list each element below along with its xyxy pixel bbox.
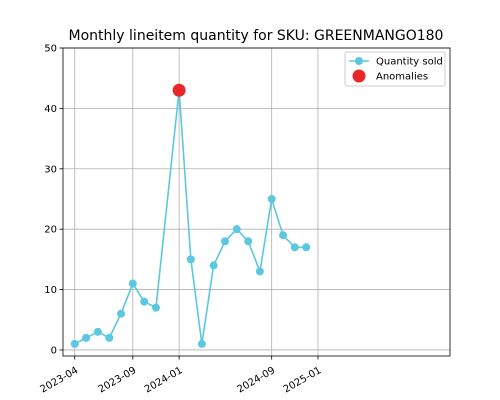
legend-box (344, 51, 446, 87)
data-point (70, 339, 79, 348)
y-tick-label: 20 (44, 225, 57, 236)
data-point (117, 309, 126, 318)
data-point (105, 333, 114, 342)
x-tick-label: 2023-04 (39, 365, 81, 395)
data-point (140, 297, 149, 306)
data-point (255, 267, 264, 276)
data-point (93, 327, 102, 336)
data-point (267, 194, 276, 203)
x-tick-label: 2024-01 (143, 365, 185, 395)
data-point (290, 243, 299, 252)
chart-title: Monthly lineitem quantity for SKU: GREEN… (69, 28, 444, 44)
series-anomalies (172, 83, 186, 97)
y-tick-label: 30 (44, 164, 57, 175)
data-point (221, 237, 230, 246)
anomaly-point (172, 83, 186, 97)
x-tick-label: 2025-01 (282, 365, 324, 395)
y-tick-label: 10 (44, 285, 57, 296)
data-point (244, 237, 253, 246)
x-tick-label: 2024-09 (235, 365, 277, 395)
legend-label-quantity-sold: Quantity sold (376, 57, 443, 68)
data-point (197, 339, 206, 348)
data-point (302, 243, 311, 252)
data-point (128, 279, 137, 288)
data-point (232, 225, 241, 234)
data-point (186, 255, 195, 264)
legend-marker-anomalies (352, 69, 366, 83)
data-point (209, 261, 218, 270)
series-line-quantity-sold (74, 90, 307, 345)
y-tick-label: 40 (44, 104, 57, 115)
legend: Quantity sold Anomalies (344, 51, 446, 87)
legend-label-anomalies: Anomalies (376, 72, 428, 83)
y-tick-label: 0 (51, 345, 57, 356)
axes: 0 10 20 30 40 50 2023-04 2023-09 2024-01 2024-09 2… (39, 44, 451, 395)
series-quantity-sold (70, 86, 311, 348)
legend-marker-quantity-sold (355, 57, 363, 65)
x-tick-label: 2023-09 (97, 365, 139, 395)
plot-frame (62, 47, 451, 357)
data-point (151, 303, 160, 312)
data-point (82, 333, 91, 342)
y-tick-label: 50 (44, 44, 57, 55)
data-point (279, 231, 288, 240)
